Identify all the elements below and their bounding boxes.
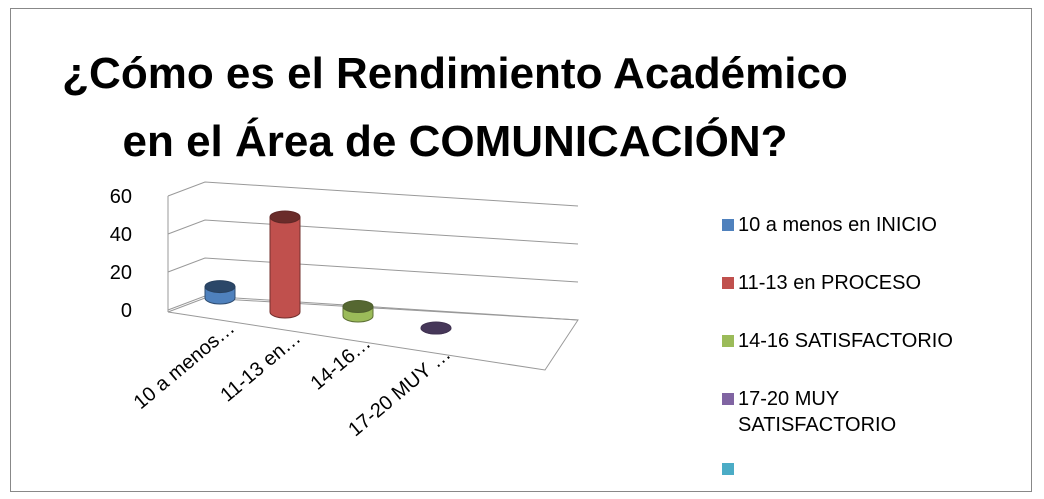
grid-line — [167, 257, 579, 283]
bar-top — [204, 280, 236, 294]
legend-swatch — [722, 393, 734, 405]
legend-swatch — [722, 335, 734, 347]
legend-label: 11-13 en PROCESO — [738, 272, 922, 294]
legend-swatch — [722, 277, 734, 289]
legend-label: 17-20 MUY SATISFACTORIO — [738, 388, 897, 436]
legend-swatch — [722, 463, 734, 475]
y-tick-label: 40 — [110, 224, 132, 246]
chart-title: ¿Cómo es el Rendimiento Académico en el … — [62, 49, 848, 166]
y-tick-label: 60 — [110, 186, 132, 208]
legend-swatch — [722, 219, 734, 231]
bar-top — [342, 300, 374, 313]
grid-line — [167, 181, 579, 207]
bar — [269, 216, 301, 319]
legend-item: 10 a menos en INICIO — [722, 212, 986, 238]
y-tick-label: 20 — [110, 262, 132, 284]
legend-item: 17-20 MUY SATISFACTORIO — [722, 386, 986, 438]
bar-top — [420, 321, 452, 335]
y-tick-label: 0 — [121, 300, 132, 322]
legend: 10 a menos en INICIO 11-13 en PROCESO 14-1… — [722, 212, 992, 475]
x-tick-label: 10 a menos… — [130, 317, 240, 414]
legend-label: 10 a menos en INICIO — [738, 214, 937, 236]
chart-frame — [10, 8, 1032, 492]
bar-top — [269, 210, 301, 224]
grid-line — [167, 219, 579, 245]
legend-item: 11-13 en PROCESO — [722, 270, 986, 296]
x-tick-label: 14-16… — [307, 332, 376, 395]
legend-label: 14-16 SATISFACTORIO — [738, 330, 953, 352]
legend-item: 14-16 SATISFACTORIO — [722, 328, 986, 354]
